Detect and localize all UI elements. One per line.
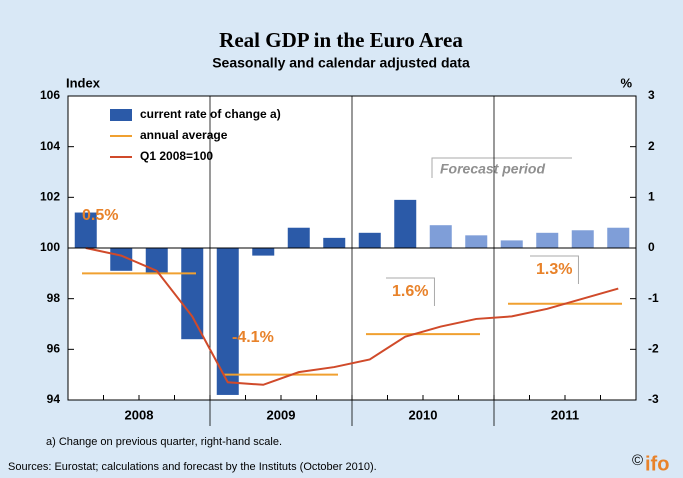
y2-tick-label: 1 <box>648 190 655 204</box>
y2-tick-label: -1 <box>648 291 659 305</box>
forecast-label: Forecast period <box>440 161 545 177</box>
bar <box>74 212 97 248</box>
annotation: -4.1% <box>232 329 274 346</box>
logo: ifo <box>645 453 669 475</box>
annotation-box <box>530 255 579 284</box>
annotation: 1.6% <box>392 283 428 300</box>
y2-tick-label: -3 <box>648 392 659 406</box>
y2-tick-label: 3 <box>648 88 655 102</box>
y2-tick-label: 2 <box>648 139 655 153</box>
annotation: 1.3% <box>536 261 572 278</box>
legend-label: Q1 2008=100 <box>140 149 213 163</box>
x-tick-label: 2009 <box>267 407 296 422</box>
bar <box>287 227 310 248</box>
bar <box>358 232 381 248</box>
x-tick-label: 2010 <box>409 407 438 422</box>
y2-tick-label: -2 <box>648 342 659 356</box>
bar <box>607 227 630 248</box>
bar <box>252 248 275 256</box>
y-axis-label: Index <box>66 75 101 90</box>
bar <box>465 235 488 248</box>
x-tick-label: 2008 <box>125 407 154 422</box>
bar <box>429 225 452 248</box>
bar <box>323 237 346 248</box>
logo-copyright: © <box>632 452 643 469</box>
bar <box>145 248 168 274</box>
bar <box>536 232 559 248</box>
annotation-box <box>386 277 435 306</box>
legend-label: current rate of change a) <box>140 107 281 121</box>
bar <box>500 240 523 248</box>
y-tick-label: 104 <box>40 139 60 153</box>
chart-title: Real GDP in the Euro Area <box>219 28 463 52</box>
y-tick-label: 102 <box>40 190 60 204</box>
y2-axis-label: % <box>620 75 632 90</box>
y-tick-label: 98 <box>47 291 61 305</box>
index-line <box>85 247 619 386</box>
chart-subtitle: Seasonally and calendar adjusted data <box>212 55 470 71</box>
annotation: 0.5% <box>82 207 118 224</box>
bar <box>571 230 594 248</box>
y-tick-label: 96 <box>47 342 61 356</box>
bar <box>216 248 239 395</box>
footnote: a) Change on previous quarter, right-han… <box>46 436 282 448</box>
legend-label: annual average <box>140 128 228 142</box>
y-tick-label: 106 <box>40 88 60 102</box>
y-tick-label: 94 <box>47 392 61 406</box>
y2-tick-label: 0 <box>648 240 655 254</box>
y-tick-label: 100 <box>40 240 60 254</box>
forecast-bracket <box>431 157 572 178</box>
legend-swatch <box>110 109 132 121</box>
source: Sources: Eurostat; calculations and fore… <box>8 461 377 473</box>
x-tick-label: 2011 <box>551 407 579 422</box>
bar <box>181 248 204 340</box>
bar <box>394 199 417 248</box>
